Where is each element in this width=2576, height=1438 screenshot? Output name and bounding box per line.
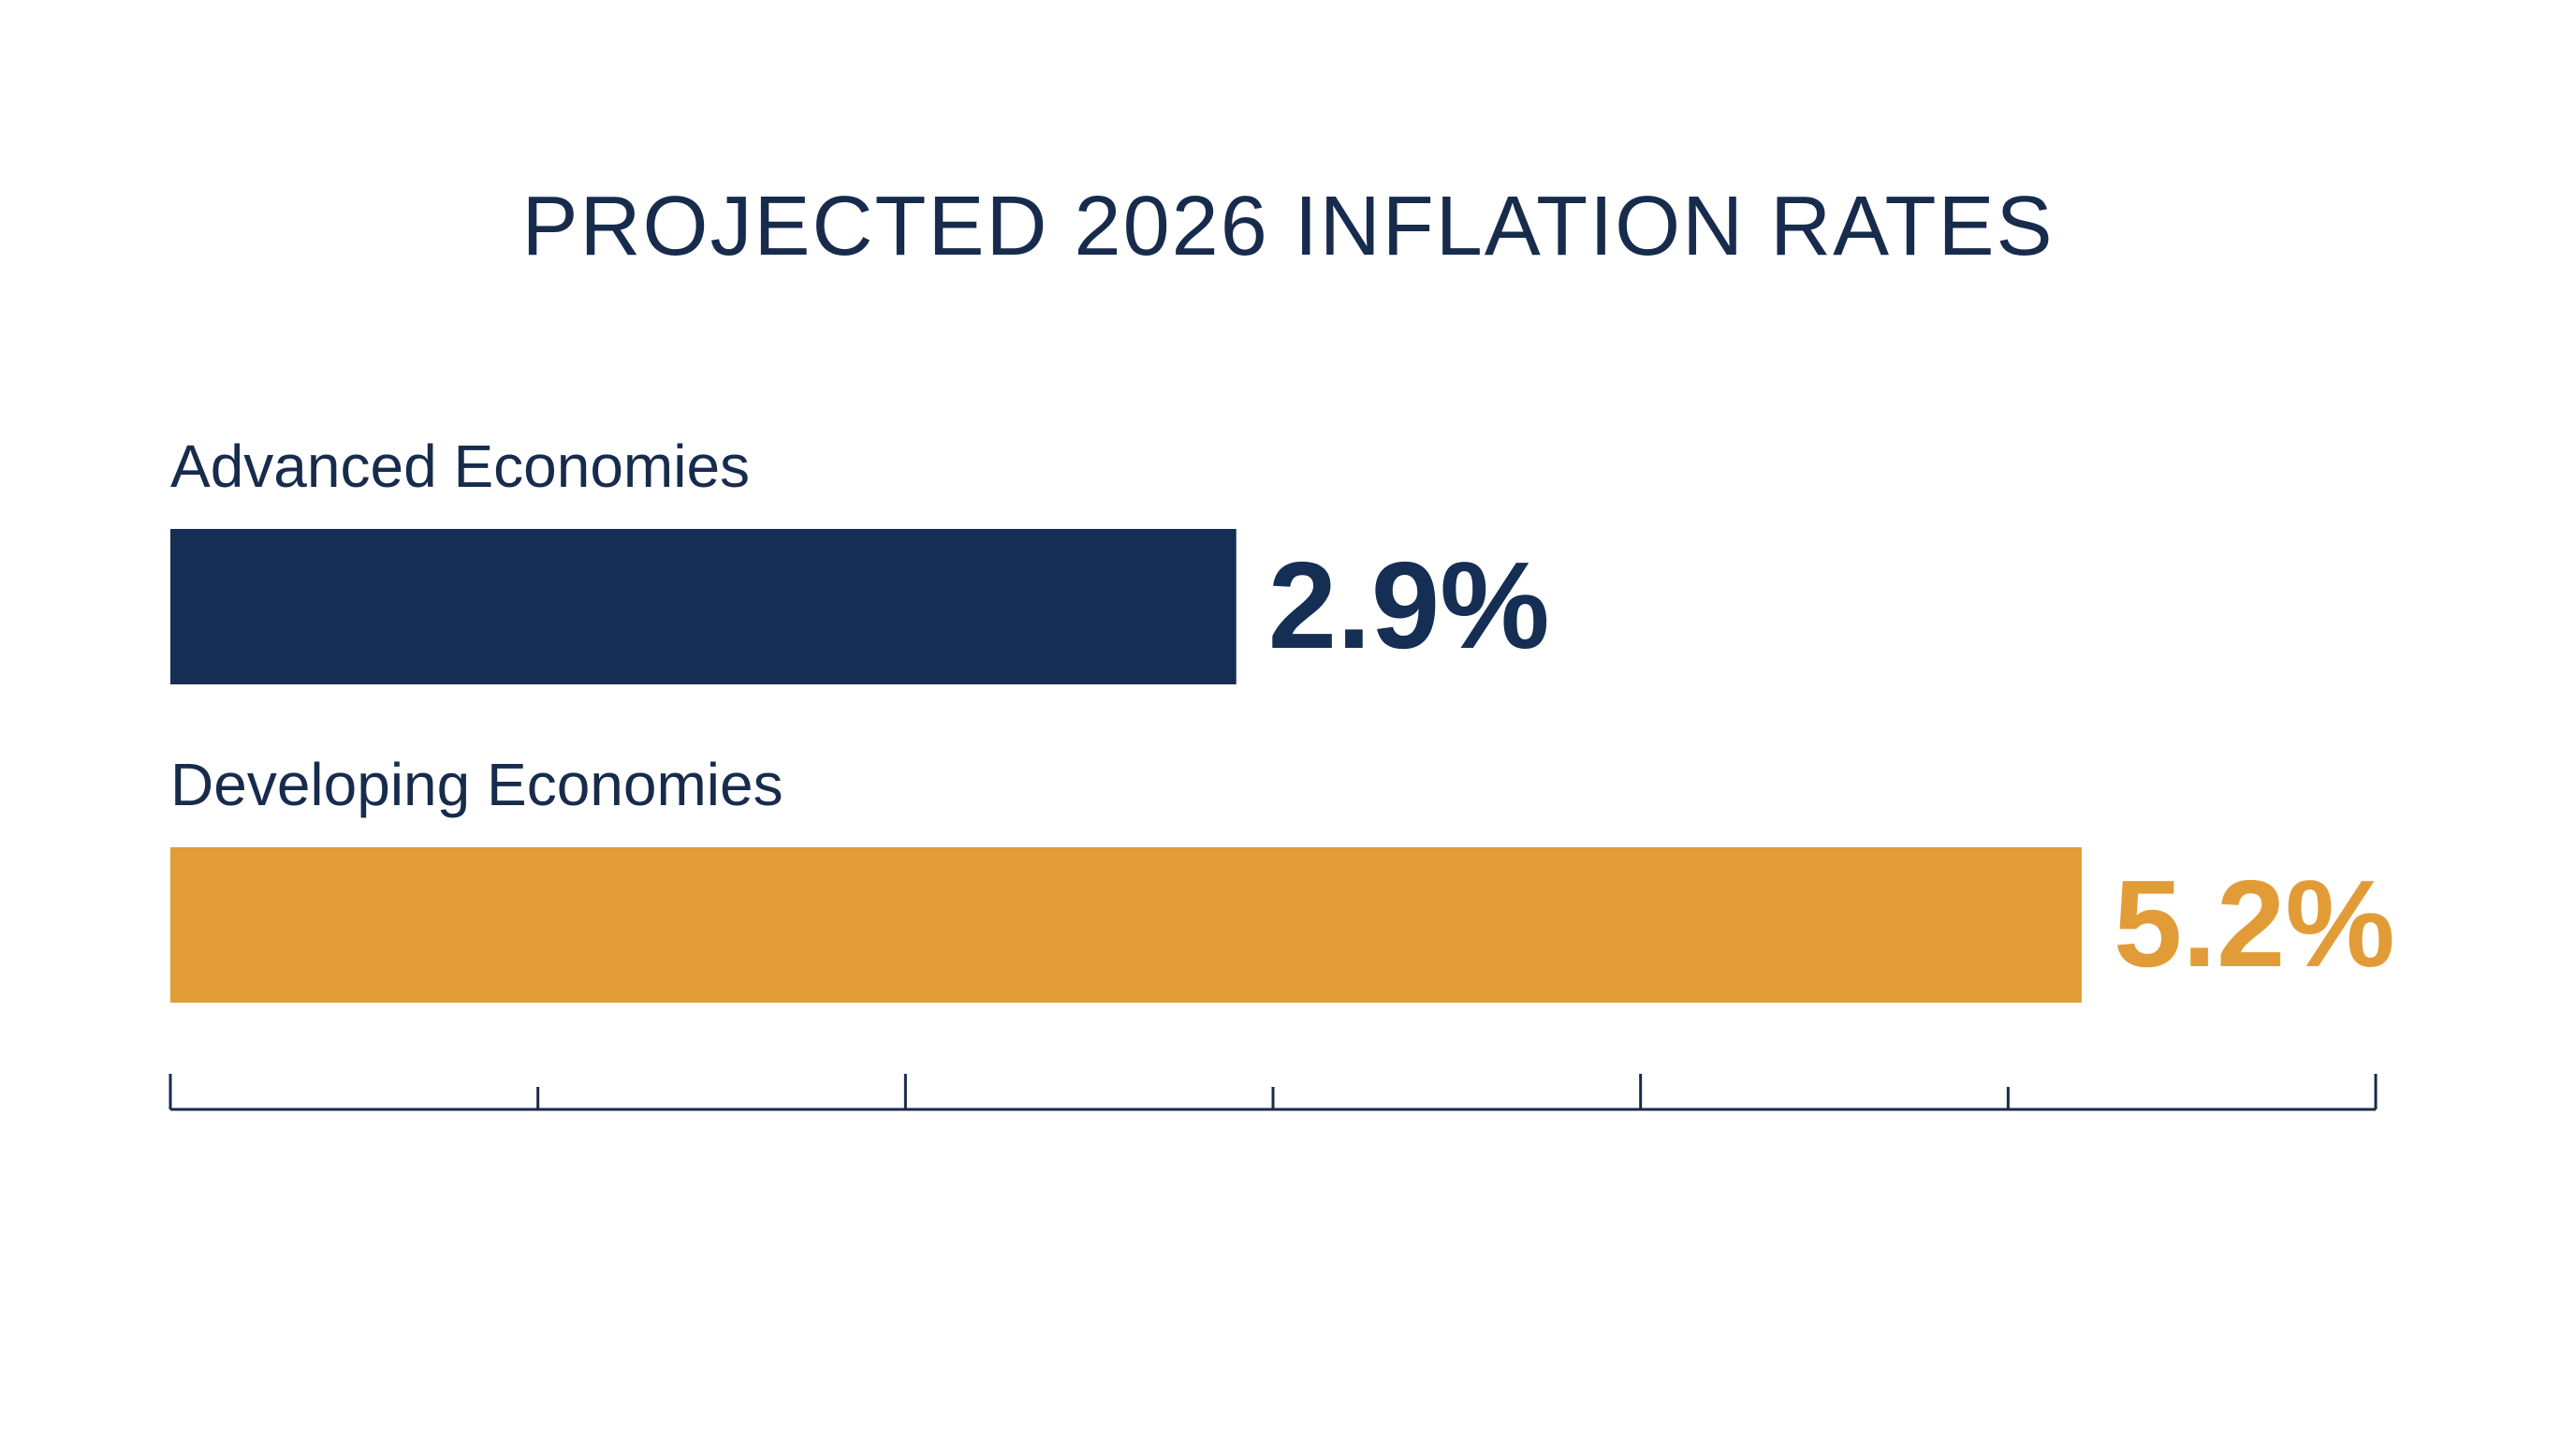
value-label: 5.2% (2114, 855, 2395, 992)
category-label: Developing Economies (170, 751, 783, 818)
category-label: Advanced Economies (170, 433, 750, 500)
x-axis (168, 1074, 2378, 1111)
chart-title: PROJECTED 2026 INFLATION RATES (521, 180, 2054, 273)
bar (170, 529, 1237, 684)
bar (170, 847, 2082, 1003)
value-label: 2.9% (1268, 536, 1550, 674)
bars-layer: Advanced Economies 2.9% Developing Economi… (170, 433, 2395, 1003)
